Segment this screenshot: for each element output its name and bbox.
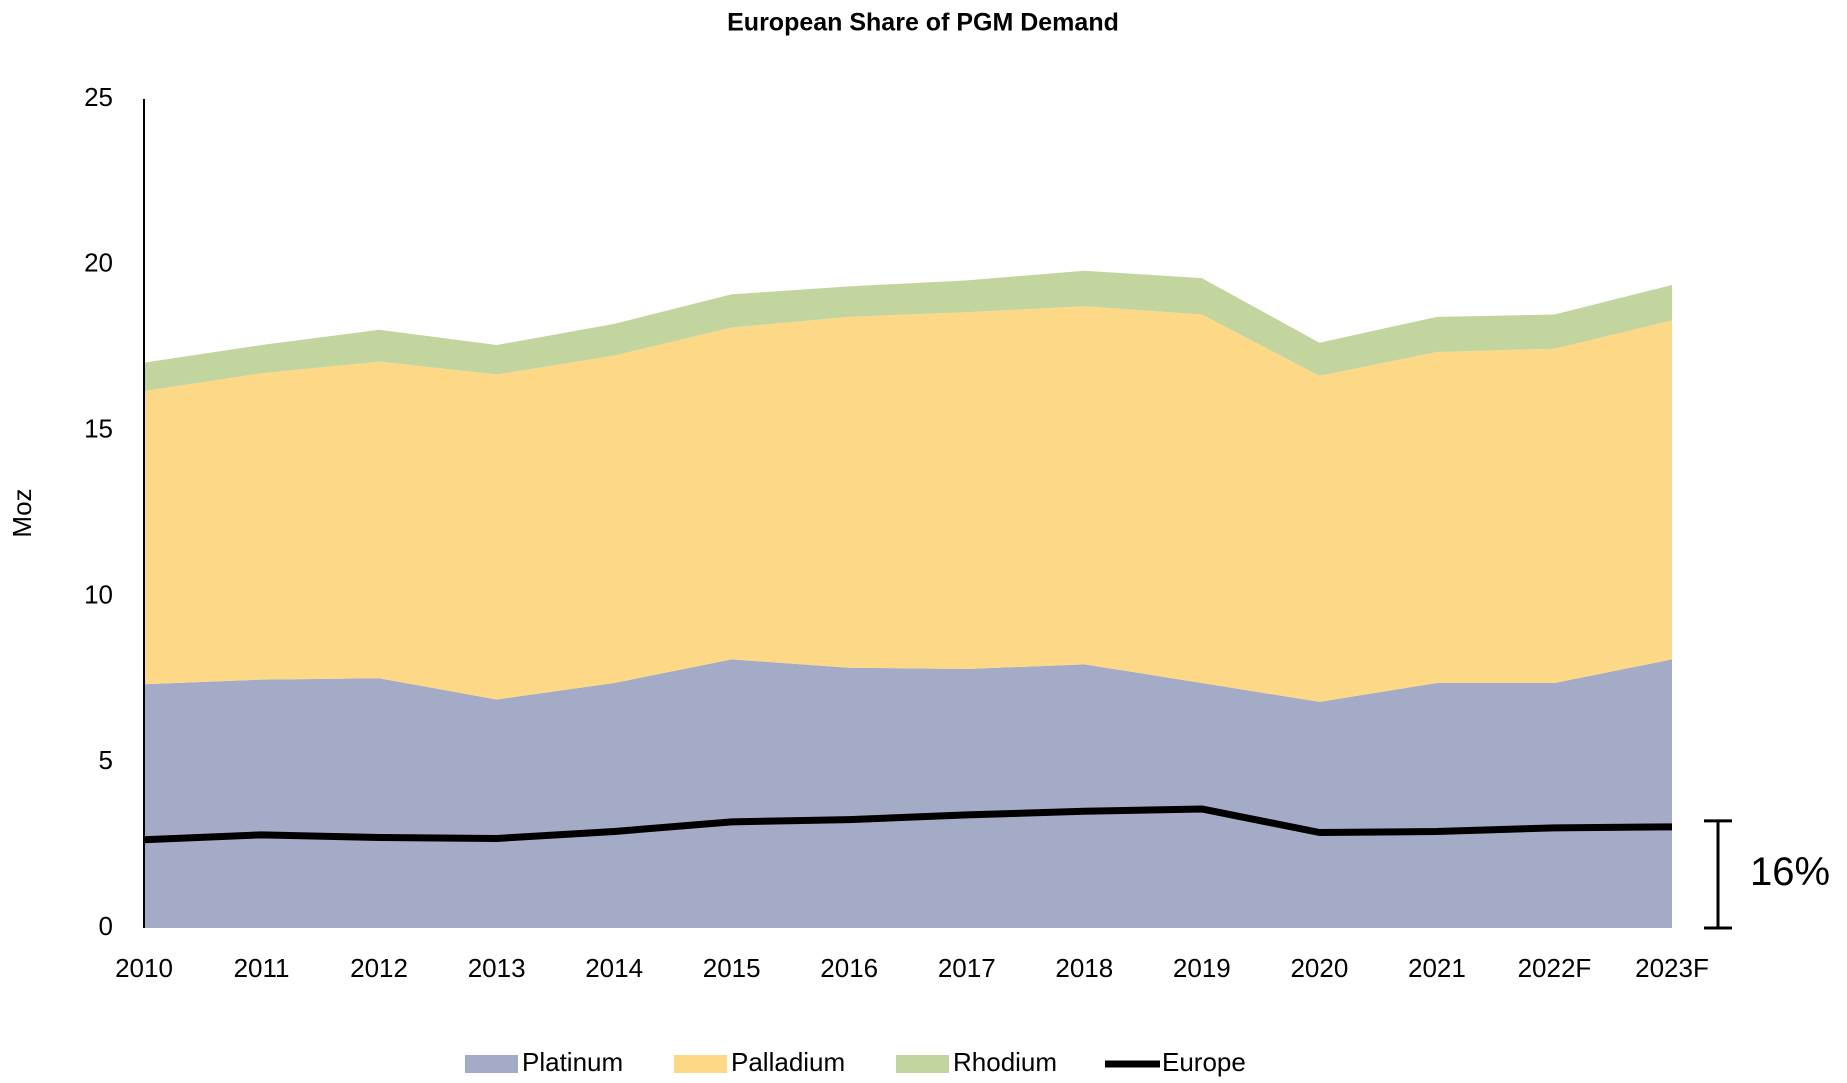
x-tick-label: 2015: [703, 953, 761, 983]
legend-label: Platinum: [522, 1047, 623, 1077]
x-tick-label: 2012: [350, 953, 408, 983]
y-tick-label: 25: [84, 82, 113, 112]
area: [144, 270, 1672, 392]
legend-label: Europe: [1162, 1047, 1246, 1077]
y-tick-label: 20: [84, 248, 113, 278]
legend-label: Palladium: [731, 1047, 845, 1077]
x-tick-label: 2010: [115, 953, 173, 983]
legend-swatch: [674, 1055, 727, 1073]
chart-title: European Share of PGM Demand: [727, 9, 1119, 37]
x-tick-label: 2016: [820, 953, 878, 983]
legend-swatch: [465, 1055, 518, 1073]
x-tick-label: 2021: [1408, 953, 1466, 983]
annotation: 16%: [1750, 850, 1830, 894]
area: [144, 659, 1672, 928]
bracket: [1704, 819, 1732, 930]
y-axis-label: Moz: [7, 488, 37, 537]
y-tick-label: 10: [84, 579, 113, 609]
x-tick-label: 2022F: [1518, 953, 1592, 983]
x-tick-label: 2013: [468, 953, 526, 983]
area: [144, 306, 1672, 702]
x-tick-label: 2020: [1290, 953, 1348, 983]
legend-label: Rhodium: [953, 1047, 1057, 1077]
x-tick-label: 2017: [938, 953, 996, 983]
x-tick-label: 2023F: [1635, 953, 1709, 983]
x-tick-label: 2019: [1173, 953, 1231, 983]
y-tick-label: 5: [99, 745, 113, 775]
legend-swatch: [896, 1055, 949, 1073]
x-tick-label: 2018: [1055, 953, 1113, 983]
y-tick-label: 15: [84, 413, 113, 443]
x-tick-label: 2011: [234, 953, 290, 983]
y-tick-label: 0: [99, 911, 113, 941]
x-tick-label: 2014: [585, 953, 643, 983]
line: [143, 805, 1673, 844]
